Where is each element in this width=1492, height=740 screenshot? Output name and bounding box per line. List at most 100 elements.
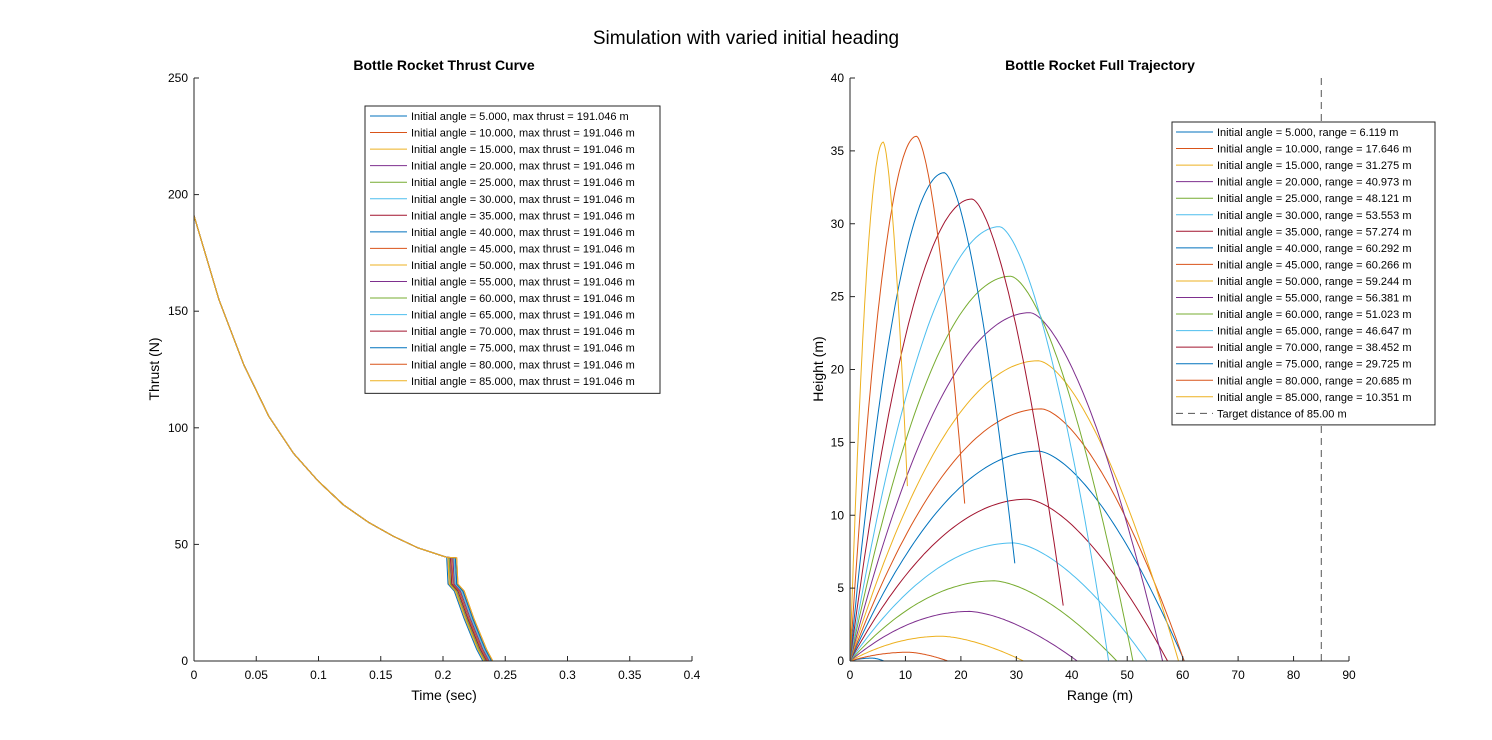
thrust-legend-entry: Initial angle = 35.000, max thrust = 191… — [411, 210, 635, 222]
trajectory-legend-entry: Initial angle = 40.000, range = 60.292 m — [1217, 243, 1411, 255]
trajectory-legend-entry: Initial angle = 25.000, range = 48.121 m — [1217, 193, 1411, 205]
thrust-y-tick-label: 100 — [168, 421, 188, 435]
target-legend-entry: Target distance of 85.00 m — [1217, 408, 1347, 420]
trajectory-series-line — [849, 135, 966, 662]
thrust-x-tick-label: 0.4 — [684, 668, 701, 682]
trajectory-y-tick-label: 5 — [837, 581, 844, 595]
thrust-legend-entry: Initial angle = 20.000, max thrust = 191… — [411, 161, 635, 173]
trajectory-series-line — [849, 312, 1164, 662]
thrust-y-axis-label: Thrust (N) — [146, 338, 162, 401]
thrust-x-tick-label: 0.3 — [559, 668, 576, 682]
thrust-curve-axes: Bottle Rocket Thrust Curve Time (sec) Th… — [146, 57, 701, 703]
thrust-legend-entry: Initial angle = 30.000, max thrust = 191… — [411, 194, 635, 206]
thrust-chart-title: Bottle Rocket Thrust Curve — [353, 57, 534, 73]
trajectory-legend-entry: Initial angle = 50.000, range = 59.244 m — [1217, 276, 1411, 288]
trajectory-series-line — [849, 226, 1110, 662]
thrust-legend-entry: Initial angle = 40.000, max thrust = 191… — [411, 227, 635, 239]
thrust-y-tick-label: 50 — [175, 537, 189, 551]
trajectory-chart-title: Bottle Rocket Full Trajectory — [1005, 57, 1195, 73]
trajectory-y-tick-label: 15 — [831, 435, 845, 449]
thrust-y-tick-label: 0 — [181, 654, 188, 668]
trajectory-series-line — [849, 542, 1148, 662]
trajectory-x-tick-label: 0 — [847, 668, 854, 682]
trajectory-legend-entry: Initial angle = 70.000, range = 38.452 m — [1217, 342, 1411, 354]
figure-suptitle: Simulation with varied initial heading — [593, 28, 899, 49]
thrust-legend-entry: Initial angle = 45.000, max thrust = 191… — [411, 243, 635, 255]
trajectory-axes: Bottle Rocket Full Trajectory Range (m) … — [810, 57, 1436, 703]
thrust-series-line — [193, 215, 692, 662]
thrust-y-tick-label: 200 — [168, 188, 188, 202]
trajectory-series-line — [849, 408, 1185, 662]
trajectory-series-line — [849, 360, 1179, 662]
trajectory-series-line — [849, 141, 908, 662]
thrust-legend-entry: Initial angle = 55.000, max thrust = 191… — [411, 277, 635, 289]
trajectory-y-tick-label: 10 — [831, 508, 845, 522]
thrust-x-tick-label: 0.2 — [435, 668, 452, 682]
thrust-x-tick-label: 0.35 — [618, 668, 642, 682]
trajectory-legend-box — [1171, 121, 1436, 426]
trajectory-legend: Initial angle = 5.000, range = 6.119 m In… — [1171, 121, 1436, 426]
trajectory-legend-entry: Initial angle = 15.000, range = 31.275 m — [1217, 160, 1411, 172]
trajectory-ticks: 0 10 20 30 40 50 60 70 80 90 0 5 10 15 20 25 30 35 40 — [831, 71, 1356, 682]
trajectory-x-tick-label: 70 — [1231, 668, 1245, 682]
trajectory-x-tick-label: 10 — [899, 668, 913, 682]
thrust-x-axis-label: Time (sec) — [411, 687, 477, 703]
trajectory-y-tick-label: 30 — [831, 217, 845, 231]
thrust-legend-entry: Initial angle = 50.000, max thrust = 191… — [411, 260, 635, 272]
thrust-legend-entry: Initial angle = 60.000, max thrust = 191… — [411, 293, 635, 305]
trajectory-series-line — [849, 580, 1118, 662]
thrust-y-tick-label: 250 — [168, 71, 188, 85]
thrust-ticks: 0 0.05 0.1 0.15 0.2 0.25 0.3 0.35 0.4 0 50 100 150 20… — [168, 71, 701, 682]
trajectory-legend-entry: Initial angle = 75.000, range = 29.725 m — [1217, 359, 1411, 371]
thrust-legend-entry: Initial angle = 5.000, max thrust = 191.… — [411, 111, 629, 123]
trajectory-legend-entry: Initial angle = 35.000, range = 57.274 m — [1217, 226, 1411, 238]
trajectory-x-tick-label: 50 — [1121, 668, 1135, 682]
thrust-legend-entry: Initial angle = 70.000, max thrust = 191… — [411, 326, 635, 338]
trajectory-x-tick-label: 40 — [1065, 668, 1079, 682]
trajectory-y-tick-label: 0 — [837, 654, 844, 668]
trajectory-series-line — [849, 275, 1134, 662]
trajectory-legend-entry: Initial angle = 85.000, range = 10.351 m — [1217, 392, 1411, 404]
trajectory-series-line — [849, 198, 1064, 662]
trajectory-y-tick-label: 40 — [831, 71, 845, 85]
thrust-y-tick-label: 150 — [168, 304, 188, 318]
trajectory-y-axis-label: Height (m) — [810, 336, 826, 401]
trajectory-series-line — [849, 172, 1016, 662]
trajectory-series-line — [849, 635, 1024, 662]
trajectory-legend-entry: Initial angle = 5.000, range = 6.119 m — [1217, 127, 1398, 139]
trajectory-series-line — [849, 450, 1185, 662]
trajectory-x-axis-label: Range (m) — [1067, 687, 1133, 703]
trajectory-x-tick-label: 80 — [1287, 668, 1301, 682]
trajectory-y-tick-label: 35 — [831, 144, 845, 158]
trajectory-x-tick-label: 90 — [1342, 668, 1356, 682]
trajectory-legend-entry: Initial angle = 10.000, range = 17.646 m — [1217, 144, 1411, 156]
trajectory-series-line — [849, 651, 948, 662]
trajectory-legend-entry: Initial angle = 45.000, range = 60.266 m — [1217, 259, 1411, 271]
thrust-legend-entry: Initial angle = 15.000, max thrust = 191… — [411, 144, 635, 156]
trajectory-legend-entry: Initial angle = 20.000, range = 40.973 m — [1217, 177, 1411, 189]
trajectory-y-tick-label: 20 — [831, 363, 845, 377]
thrust-legend-entry: Initial angle = 75.000, max thrust = 191… — [411, 343, 635, 355]
trajectory-legend-entry: Initial angle = 65.000, range = 46.647 m — [1217, 326, 1411, 338]
trajectory-legend-entry: Initial angle = 80.000, range = 20.685 m — [1217, 375, 1411, 387]
thrust-series-lines — [193, 215, 692, 662]
trajectory-legend-entry: Initial angle = 55.000, range = 56.381 m — [1217, 293, 1411, 305]
trajectory-series-line — [849, 610, 1078, 662]
thrust-x-tick-label: 0.1 — [310, 668, 327, 682]
thrust-x-tick-label: 0 — [191, 668, 198, 682]
trajectory-x-tick-label: 60 — [1176, 668, 1190, 682]
thrust-legend-box — [364, 105, 661, 394]
thrust-x-tick-label: 0.15 — [369, 668, 393, 682]
trajectory-legend-entry: Initial angle = 60.000, range = 51.023 m — [1217, 309, 1411, 321]
trajectory-x-tick-label: 30 — [1010, 668, 1024, 682]
thrust-x-tick-label: 0.05 — [245, 668, 269, 682]
thrust-legend-entry: Initial angle = 10.000, max thrust = 191… — [411, 128, 635, 140]
thrust-legend-entry: Initial angle = 25.000, max thrust = 191… — [411, 177, 635, 189]
trajectory-series-line — [849, 498, 1169, 662]
trajectory-x-tick-label: 20 — [954, 668, 968, 682]
thrust-x-tick-label: 0.25 — [494, 668, 518, 682]
thrust-legend-entry: Initial angle = 65.000, max thrust = 191… — [411, 310, 635, 322]
thrust-legend-entry: Initial angle = 80.000, max thrust = 191… — [411, 359, 635, 371]
trajectory-y-tick-label: 25 — [831, 290, 845, 304]
